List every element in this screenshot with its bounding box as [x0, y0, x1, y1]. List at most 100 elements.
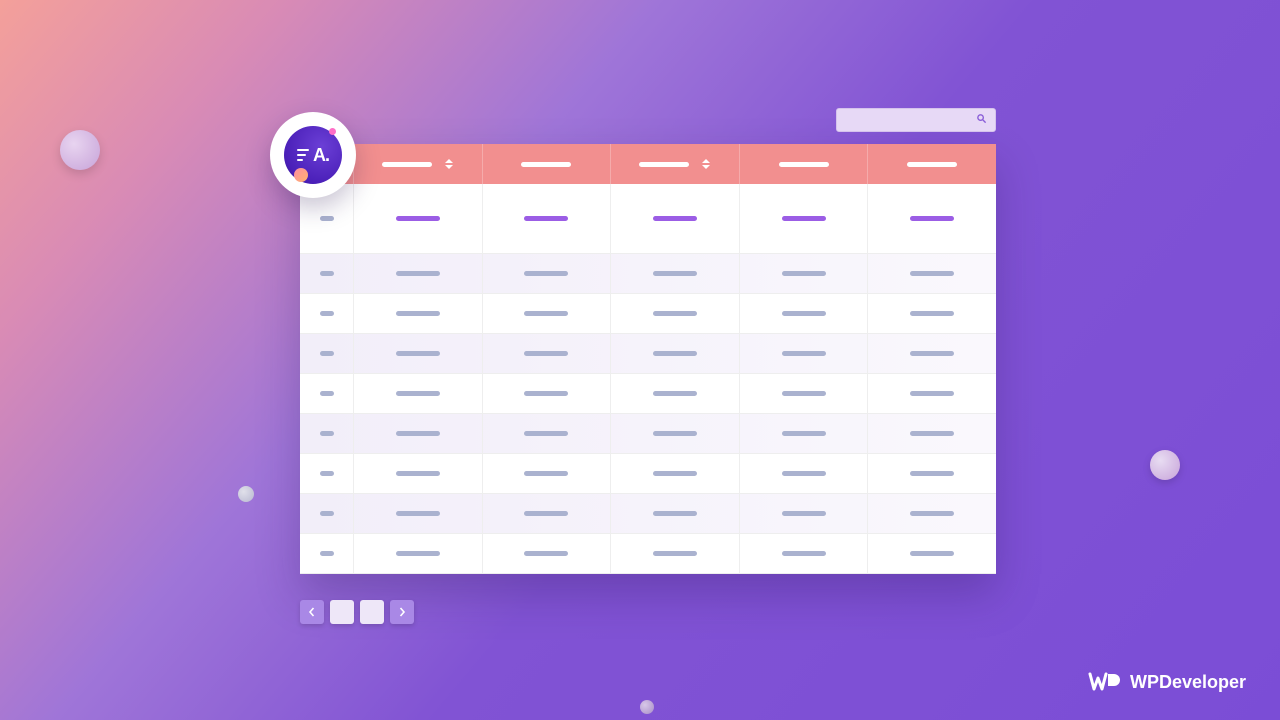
table-body	[300, 184, 996, 574]
table-cell	[740, 534, 869, 573]
cell-placeholder	[910, 311, 954, 316]
cell-placeholder	[653, 216, 697, 221]
cell-placeholder	[910, 271, 954, 276]
cell-placeholder	[782, 391, 826, 396]
plugin-badge-icon: A	[284, 126, 342, 184]
cell-placeholder	[524, 216, 568, 221]
table-row	[300, 254, 996, 294]
data-table	[300, 144, 996, 574]
table-cell	[740, 494, 869, 533]
brand-footer: WPDeveloper	[1088, 670, 1246, 694]
table-cell	[740, 374, 869, 413]
pagination	[300, 600, 414, 624]
table-row	[300, 494, 996, 534]
plugin-badge: A	[270, 112, 356, 198]
cell-placeholder	[910, 216, 954, 221]
cell-placeholder	[320, 351, 334, 356]
table-cell	[868, 534, 996, 573]
table-cell	[868, 334, 996, 373]
cell-placeholder	[910, 391, 954, 396]
table-header-col3[interactable]	[611, 144, 740, 184]
cell-placeholder	[910, 551, 954, 556]
cell-placeholder	[782, 471, 826, 476]
cell-placeholder	[396, 351, 440, 356]
cell-placeholder	[524, 311, 568, 316]
cell-placeholder	[910, 471, 954, 476]
table-header-col2[interactable]	[483, 144, 612, 184]
cell-placeholder	[653, 351, 697, 356]
header-label-placeholder	[639, 162, 689, 167]
table-cell	[611, 254, 740, 293]
table-cell	[354, 334, 483, 373]
cell-placeholder	[524, 511, 568, 516]
cell-placeholder	[320, 471, 334, 476]
decor-circle	[640, 700, 654, 714]
table-cell	[483, 294, 612, 333]
search-input[interactable]	[836, 108, 996, 132]
cell-placeholder	[320, 271, 334, 276]
table-cell	[611, 494, 740, 533]
cell-placeholder	[524, 351, 568, 356]
table-header-row	[300, 144, 996, 184]
table-cell	[740, 454, 869, 493]
cell-placeholder	[653, 391, 697, 396]
cell-placeholder	[396, 216, 440, 221]
cell-placeholder	[524, 271, 568, 276]
table-cell	[300, 534, 354, 573]
pager-prev-button[interactable]	[300, 600, 324, 624]
table-cell	[611, 334, 740, 373]
table-header-col5[interactable]	[868, 144, 996, 184]
cell-placeholder	[653, 471, 697, 476]
decor-circle	[1150, 450, 1180, 480]
table-cell	[483, 534, 612, 573]
cell-placeholder	[524, 431, 568, 436]
table-cell	[868, 494, 996, 533]
table-row	[300, 184, 996, 254]
cell-placeholder	[320, 216, 334, 221]
cell-placeholder	[910, 351, 954, 356]
cell-placeholder	[396, 471, 440, 476]
cell-placeholder	[782, 551, 826, 556]
cell-placeholder	[524, 471, 568, 476]
table-row	[300, 414, 996, 454]
header-label-placeholder	[382, 162, 432, 167]
table-cell	[611, 184, 740, 253]
cell-placeholder	[396, 551, 440, 556]
table-row	[300, 294, 996, 334]
brand-text: WPDeveloper	[1130, 672, 1246, 693]
table-cell	[483, 414, 612, 453]
sort-icon[interactable]	[701, 159, 711, 169]
table-cell	[300, 414, 354, 453]
decor-circle	[238, 486, 254, 502]
sort-icon[interactable]	[444, 159, 454, 169]
table-cell	[740, 414, 869, 453]
pager-page-button[interactable]	[330, 600, 354, 624]
cell-placeholder	[320, 551, 334, 556]
table-cell	[868, 294, 996, 333]
pager-next-button[interactable]	[390, 600, 414, 624]
pager-page-button[interactable]	[360, 600, 384, 624]
table-row	[300, 374, 996, 414]
cell-placeholder	[396, 511, 440, 516]
table-cell	[611, 454, 740, 493]
table-cell	[740, 184, 869, 253]
cell-placeholder	[396, 271, 440, 276]
cell-placeholder	[910, 511, 954, 516]
table-cell	[483, 184, 612, 253]
cell-placeholder	[320, 391, 334, 396]
cell-placeholder	[396, 311, 440, 316]
cell-placeholder	[320, 431, 334, 436]
table-cell	[483, 334, 612, 373]
table-cell	[300, 294, 354, 333]
table-row	[300, 334, 996, 374]
table-cell	[354, 254, 483, 293]
table-cell	[300, 254, 354, 293]
table-row	[300, 454, 996, 494]
cell-placeholder	[653, 271, 697, 276]
table-cell	[354, 494, 483, 533]
table-header-col1[interactable]	[354, 144, 483, 184]
search-icon	[976, 111, 987, 129]
table-header-col4[interactable]	[740, 144, 869, 184]
table-cell	[868, 374, 996, 413]
table-cell	[868, 184, 996, 253]
